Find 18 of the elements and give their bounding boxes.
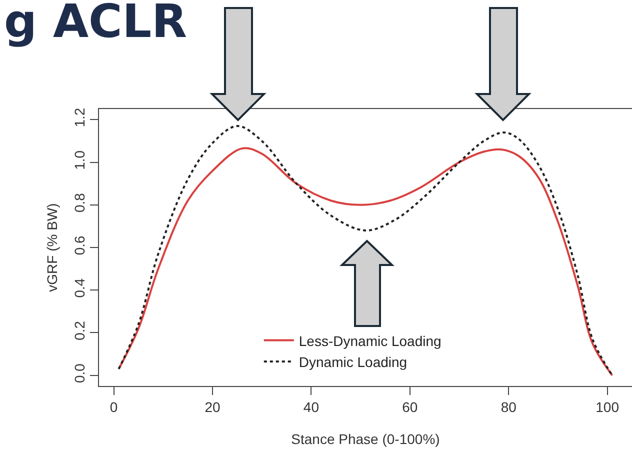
- x-tick-label: 40: [303, 398, 320, 415]
- legend-label: Less-Dynamic Loading: [298, 332, 442, 349]
- x-tick-label: 80: [500, 398, 517, 415]
- y-tick-label: 0.4: [71, 278, 88, 298]
- y-tick-label: 0.8: [71, 192, 88, 213]
- y-axis-title: vGRF (% BW): [44, 203, 60, 292]
- y-tick-label: 0.0: [71, 363, 88, 383]
- x-axis-title: Stance Phase (0-100%): [291, 431, 440, 448]
- y-tick-label: 1.0: [71, 150, 88, 170]
- x-tick-label: 20: [204, 398, 221, 415]
- y-tick-label: 0.6: [71, 235, 88, 256]
- x-tick-label: 100: [596, 398, 620, 415]
- y-tick-label: 1.2: [71, 108, 88, 128]
- x-tick-label: 60: [402, 398, 418, 415]
- chart-title: g ACLR: [4, 0, 188, 48]
- x-tick-label: 0: [110, 398, 118, 415]
- legend-label: Dynamic Loading: [298, 354, 408, 370]
- y-tick-label: 0.2: [71, 320, 88, 340]
